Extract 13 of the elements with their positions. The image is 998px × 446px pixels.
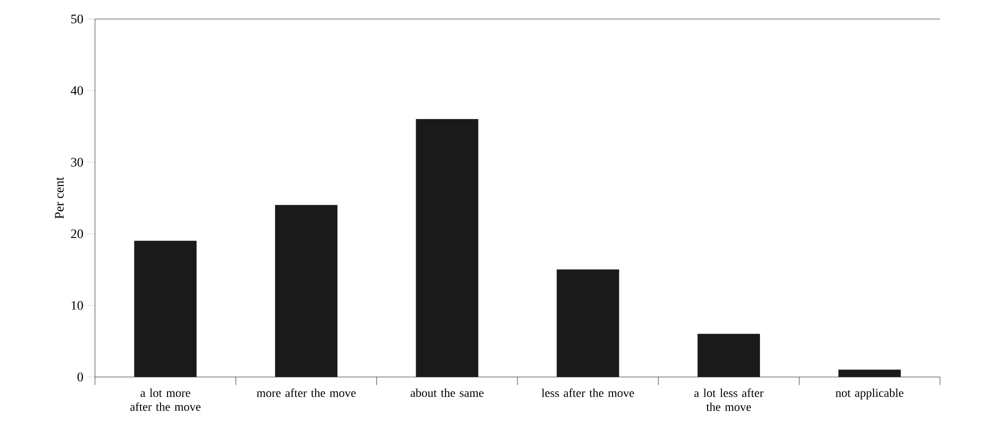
x-tick-label: about the same: [410, 388, 484, 397]
y-tick-label: 40: [70, 86, 83, 95]
y-axis-title: Per cent: [55, 177, 64, 219]
x-tick-label: a lot less after the move: [694, 388, 764, 411]
y-tick-label: 0: [78, 372, 83, 382]
y-tick-label: 20: [71, 229, 83, 238]
y-tick-label: 30: [71, 158, 83, 167]
y-tick-label: 10: [72, 301, 83, 310]
x-tick-label: less after the move: [542, 388, 634, 398]
x-tick-label: more after the move: [256, 388, 356, 398]
y-tick-label: 50: [71, 14, 83, 24]
x-tick-label: not applicable: [836, 388, 904, 400]
x-tick-label: a lot more after the move: [130, 388, 201, 411]
